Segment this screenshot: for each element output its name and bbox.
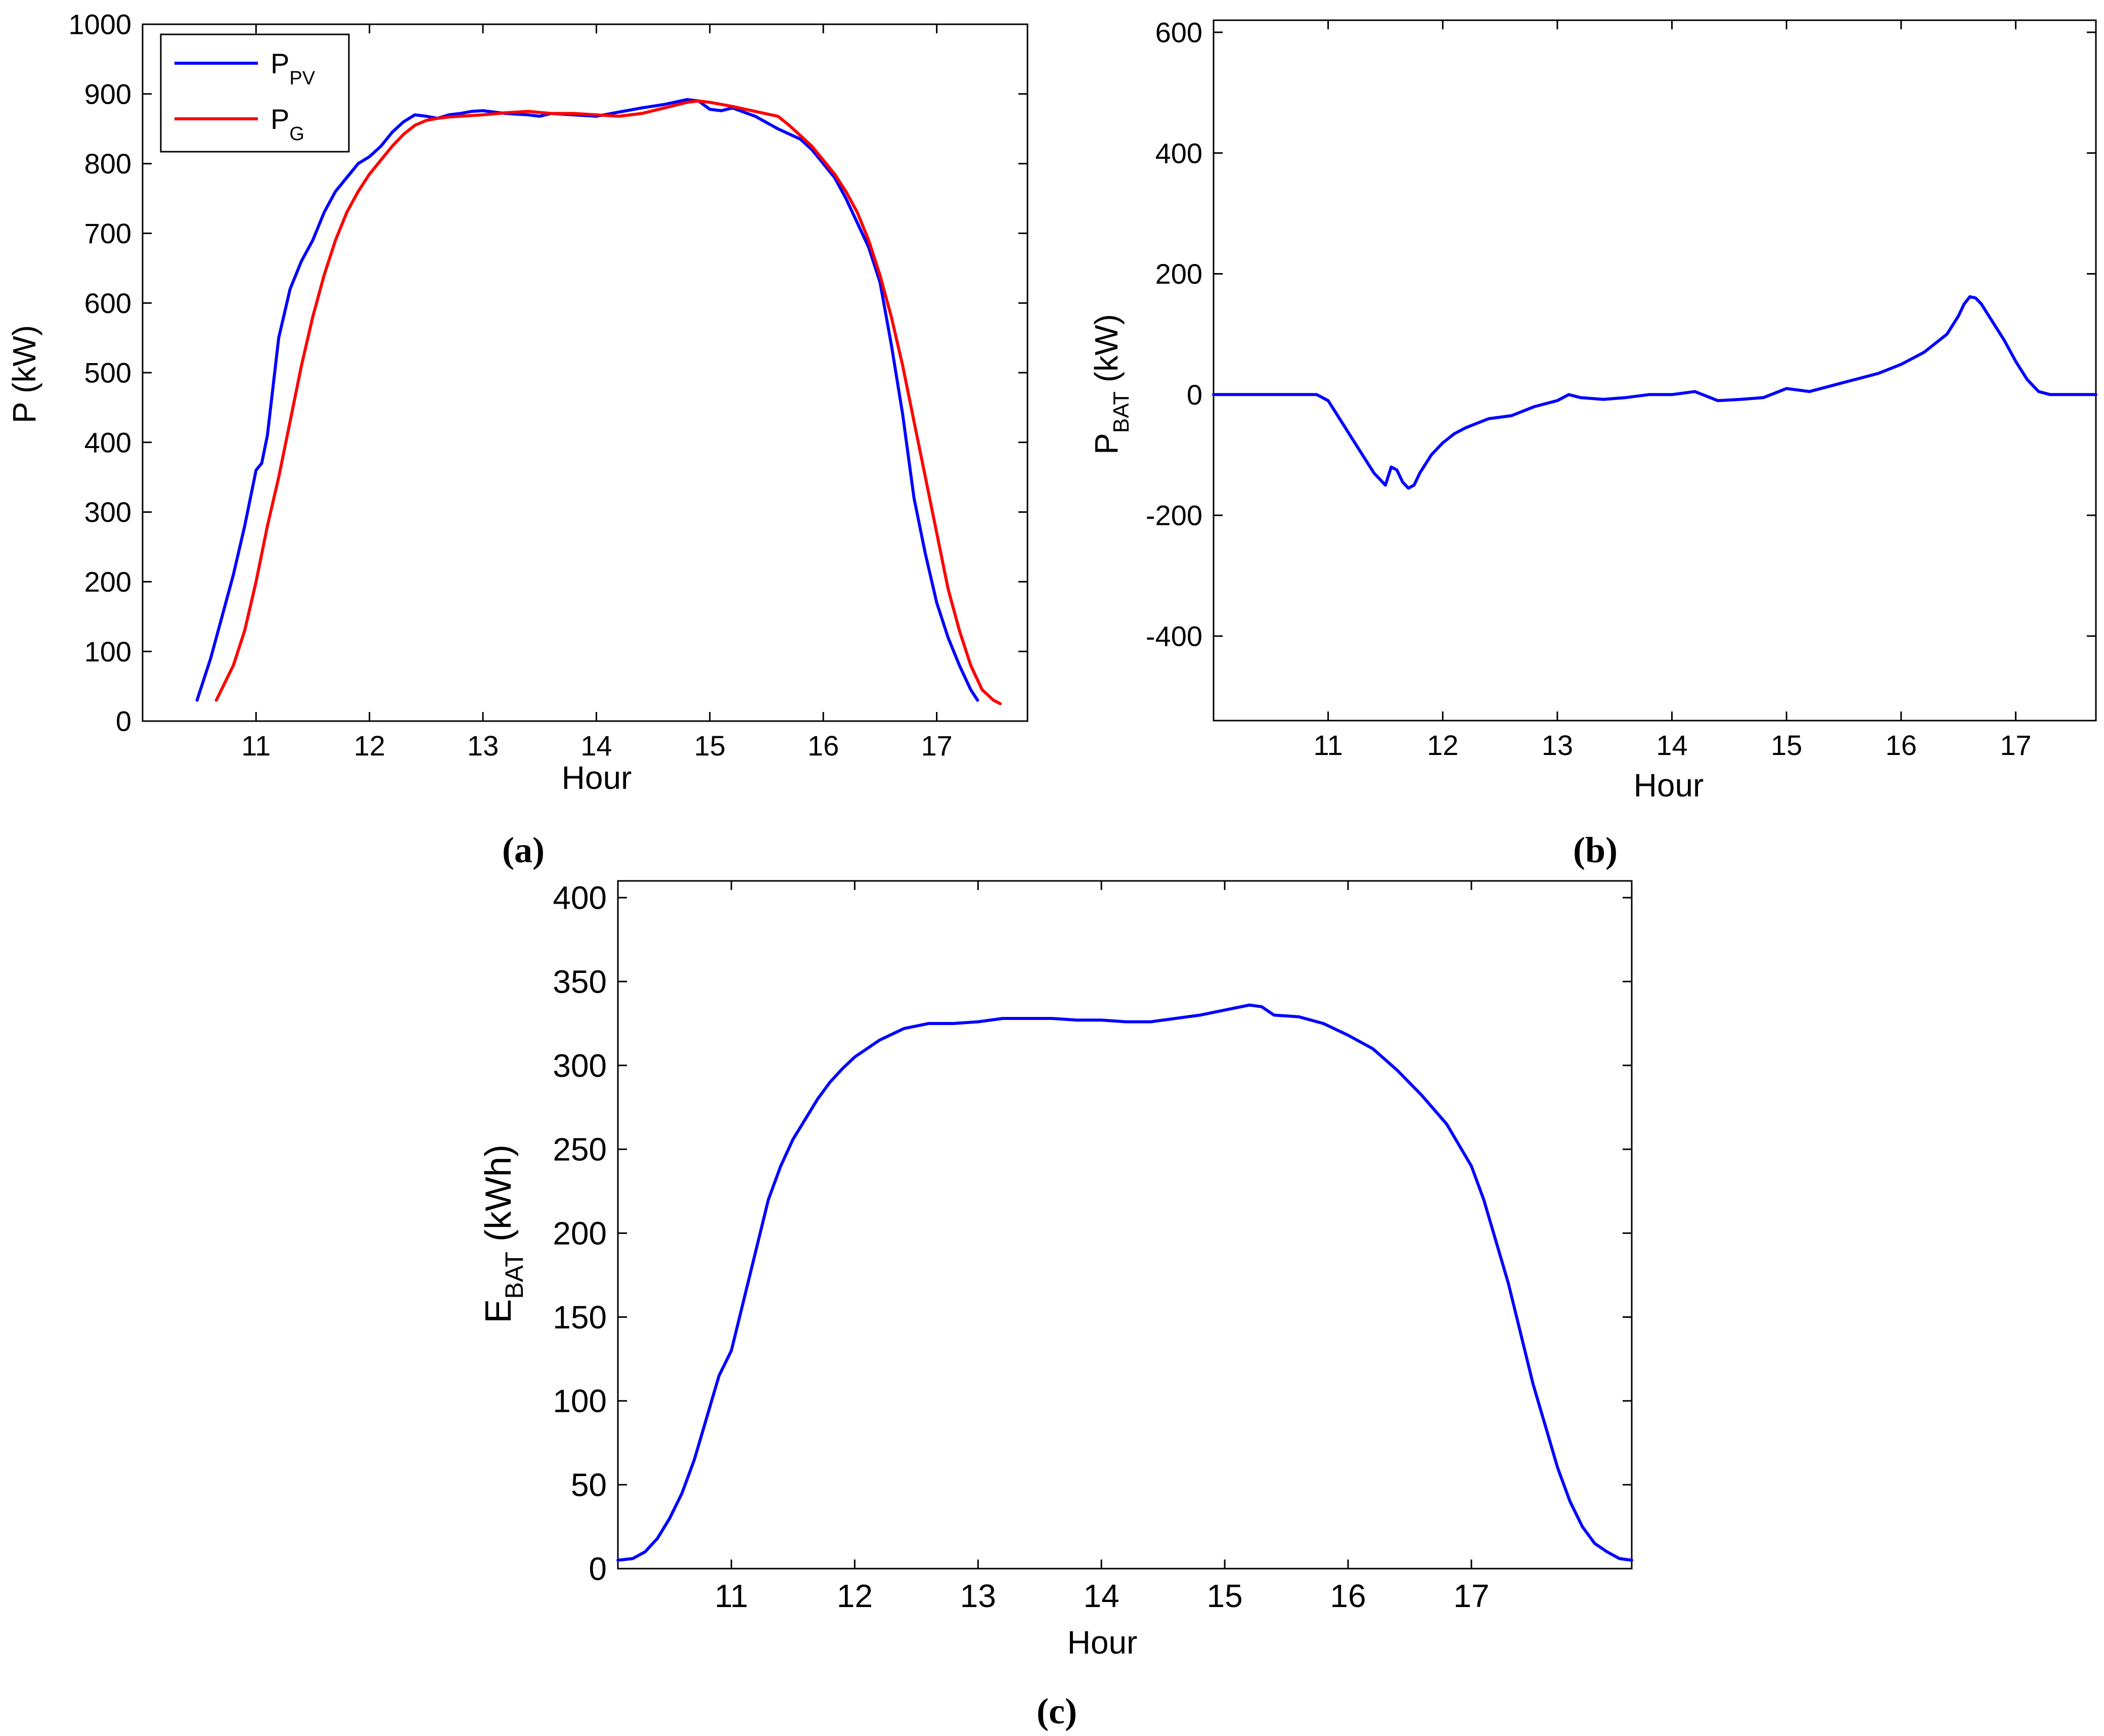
chart-a-ytick-label: 500 (84, 357, 131, 389)
chart-a-xtick-label: 16 (808, 730, 839, 762)
chart-b-xtick-label: 12 (1427, 729, 1458, 761)
chart-a-xtick-label: 11 (241, 730, 271, 762)
chart-a-ytick-label: 300 (84, 496, 131, 528)
chart-a-ytick-label: 100 (84, 636, 131, 667)
chart-b-series-lines (1212, 295, 2097, 490)
chart-a-ytick-label: 700 (84, 217, 131, 249)
legend-label-ppv-sub: PV (289, 68, 315, 89)
chart-b-xtick-label: 11 (1314, 729, 1343, 761)
chart-a-ytick-label: 900 (84, 78, 131, 110)
chart-a-series-lines (195, 98, 1002, 705)
chart-a-x-ticks: 11 12 13 14 15 16 17 (241, 24, 953, 762)
legend-label-ppv: PPV (271, 48, 316, 89)
chart-c-xtick-label: 12 (837, 1578, 873, 1614)
chart-c-xlabel: Hour (1067, 1624, 1138, 1661)
legend-label-pg-main: P (271, 103, 289, 135)
chart-a-legend-box (160, 33, 350, 153)
chart-c-ytick-label: 250 (553, 1131, 607, 1168)
chart-c-ylabel-main: E (478, 1299, 519, 1323)
series-line-p-bat (1212, 295, 2097, 490)
legend-label-pg-sub: G (289, 123, 304, 145)
series-line-e-bat (616, 1003, 1633, 1562)
chart-c-xtick-label: 14 (1084, 1578, 1120, 1614)
chart-c-xtick-label: 13 (960, 1578, 996, 1614)
chart-b-ytick-label: 200 (1155, 258, 1202, 290)
chart-c-x-ticks: 11 12 13 14 15 16 17 (714, 881, 1490, 1614)
chart-b-caption: (b) (1573, 830, 1618, 870)
chart-c-caption: (c) (1037, 1691, 1077, 1731)
chart-a-xtick-label: 13 (467, 730, 499, 762)
chart-c-ytick-label: 400 (553, 880, 607, 916)
chart-a-xtick-label: 14 (580, 730, 612, 762)
chart-b-ylabel-sub: BAT (1109, 391, 1134, 433)
chart-b-ylabel-main: P (1088, 433, 1125, 455)
chart-b-ytick-label: 600 (1155, 16, 1202, 48)
chart-a-xtick-label: 15 (694, 730, 726, 762)
chart-a-xlabel: Hour (562, 760, 632, 796)
chart-a-caption: (a) (502, 830, 545, 870)
chart-a-ytick-label: 1000 (68, 9, 131, 40)
chart-b: -400 -200 0 200 400 600 11 12 13 14 15 16 17 Hour P… (1088, 16, 2097, 870)
chart-c-ytick-label: 0 (589, 1550, 607, 1587)
chart-b-ytick-label: 400 (1155, 137, 1202, 169)
chart-a-y-ticks: 0 100 200 300 400 500 600 700 800 900 1000 (68, 9, 1027, 737)
chart-c-ylabel-sub: BAT (500, 1252, 528, 1299)
chart-c-xtick-label: 16 (1330, 1578, 1366, 1614)
chart-c-ytick-label: 100 (553, 1383, 607, 1419)
chart-c-ylabel: EBAT (kWh) (478, 1144, 528, 1323)
legend-label-pg: PG (271, 103, 304, 145)
chart-c-xtick-label: 17 (1453, 1578, 1489, 1614)
chart-c-series-lines (616, 1003, 1633, 1562)
chart-a-xtick-label: 12 (354, 730, 385, 762)
chart-c-ytick-label: 300 (553, 1047, 607, 1084)
series-line-p-g (214, 99, 1002, 705)
chart-c-xtick-label: 15 (1206, 1578, 1242, 1614)
chart-c-caption-letter: c (1049, 1691, 1065, 1731)
chart-a-caption-letter: a (514, 830, 532, 870)
chart-a-xtick-label: 17 (921, 730, 952, 762)
chart-c-plot-area (617, 880, 1633, 1570)
chart-b-xtick-label: 17 (2000, 729, 2031, 761)
chart-a-legend: PPV PG (160, 33, 350, 153)
chart-b-y-ticks: -400 -200 0 200 400 600 (1146, 16, 2096, 652)
chart-b-ylabel-unit: (kW) (1088, 314, 1125, 391)
chart-c-xtick-label: 11 (714, 1578, 748, 1614)
chart-c-ytick-label: 350 (553, 963, 607, 1000)
chart-b-plot-area (1213, 19, 2097, 722)
chart-a-ytick-label: 400 (84, 426, 131, 458)
chart-b-ylabel: PBAT (kW) (1088, 314, 1134, 455)
legend-label-ppv-main: P (271, 48, 289, 79)
chart-c-ylabel-unit: (kWh) (478, 1144, 519, 1252)
chart-b-ytick-label: -200 (1146, 500, 1202, 531)
chart-b-x-ticks: 11 12 13 14 15 16 17 (1314, 20, 2032, 761)
chart-c-y-ticks: 0 50 100 150 200 250 300 350 400 (553, 880, 1632, 1587)
chart-b-ytick-label: -400 (1146, 620, 1202, 652)
chart-a-ytick-label: 800 (84, 148, 131, 180)
chart-b-xtick-label: 13 (1542, 729, 1573, 761)
chart-b-xtick-label: 15 (1771, 729, 1802, 761)
chart-a-ytick-label: 0 (116, 705, 131, 737)
chart-b-ytick-label: 0 (1187, 379, 1202, 411)
chart-c-ytick-label: 50 (571, 1467, 607, 1503)
chart-b-xlabel: Hour (1634, 767, 1704, 804)
chart-b-xtick-label: 14 (1656, 729, 1687, 761)
series-line-p-pv (195, 98, 979, 702)
chart-a-ylabel: P (kW) (6, 325, 42, 423)
chart-c-ytick-label: 150 (553, 1299, 607, 1336)
chart-b-xtick-label: 16 (1886, 729, 1917, 761)
chart-b-caption-letter: b (1585, 830, 1605, 870)
chart-a-ytick-label: 600 (84, 287, 131, 319)
chart-c-ytick-label: 200 (553, 1215, 607, 1252)
chart-a-ytick-label: 200 (84, 566, 131, 598)
